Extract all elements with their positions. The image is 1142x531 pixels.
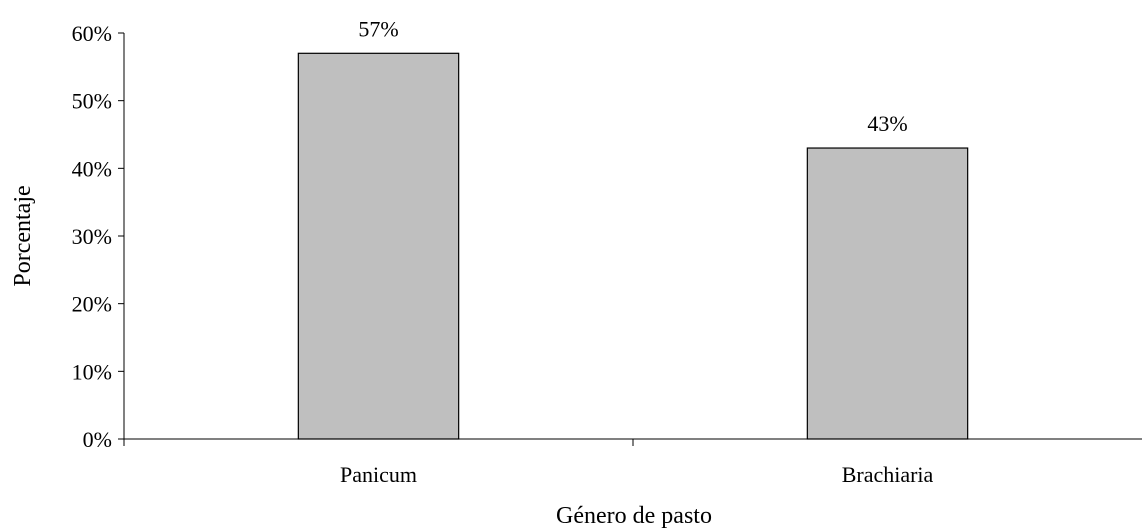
x-axis-title: Género de pasto [556,503,712,529]
bar [297,52,460,440]
y-axis-title: Porcentaje [10,185,36,286]
data-label: 43% [867,111,907,136]
y-tick-label: 60% [72,21,112,46]
y-tick-label: 50% [72,89,112,114]
y-tick-label: 20% [72,292,112,317]
plot-area: 0% 10% 20% 30% 40% 50% 60% 57% Panicum 43% Brachia… [72,16,1142,487]
bar [806,147,969,440]
y-tick-label: 30% [72,224,112,249]
data-label: 57% [358,16,398,41]
y-tick-label: 0% [83,427,112,452]
x-tick-label: Panicum [340,462,417,487]
y-tick-label: 40% [72,156,112,181]
x-tick-label: Brachiaria [842,462,934,487]
y-tick-label: 10% [72,359,112,384]
